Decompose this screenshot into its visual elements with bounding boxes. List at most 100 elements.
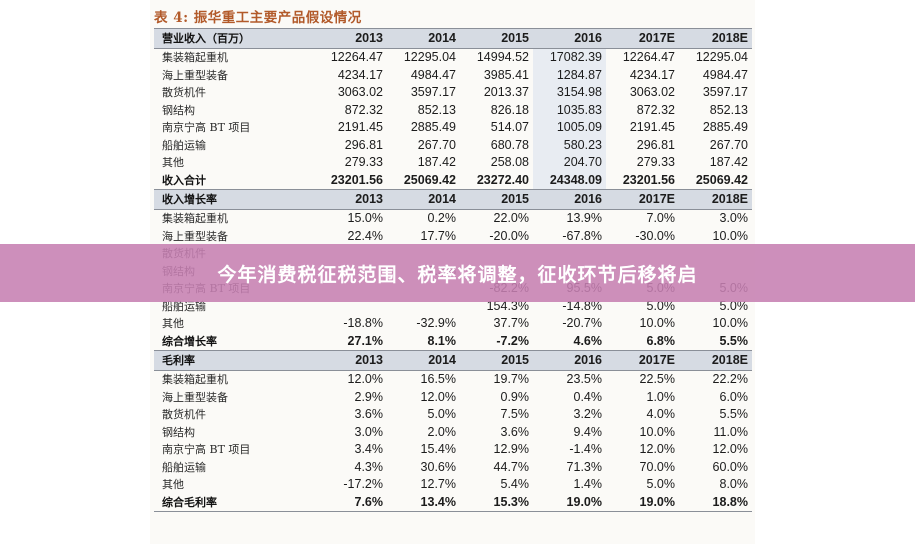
value-cell: 5.0% <box>646 298 676 313</box>
value-cell: 1005.09 <box>533 119 606 137</box>
total-label: 综合增长率 <box>154 332 314 351</box>
table-row: 集装箱起重机 12.0% 16.5% 19.7% 23.5% 22.5% 22.2% <box>154 371 752 389</box>
row-label: 船舶运输 <box>162 138 206 152</box>
row-label: 其他 <box>162 317 184 330</box>
total-value: 27.1% <box>314 332 387 351</box>
section-title: 毛利率 <box>154 350 314 371</box>
value-cell: 4984.47 <box>410 67 456 82</box>
value-cell: 1.0% <box>646 389 676 404</box>
total-value: 25069.42 <box>679 171 752 190</box>
row-label: 集装箱起重机 <box>162 212 228 225</box>
total-value: 15.3% <box>460 493 533 512</box>
value-cell: 9.4% <box>573 424 603 439</box>
year-header: 2018E <box>679 189 752 210</box>
value-cell: 5.5% <box>719 407 749 421</box>
section-title: 营业收入（百万） <box>154 28 314 49</box>
value-cell: 3985.41 <box>483 67 529 82</box>
value-cell: 12.0% <box>639 442 675 456</box>
value-cell: 154.3% <box>486 298 529 313</box>
year-header: 2013 <box>314 28 387 49</box>
row-label: 集装箱起重机 <box>162 373 228 386</box>
year-header: 2014 <box>387 189 460 210</box>
value-cell: 7.0% <box>646 211 676 225</box>
value-cell: 5.0% <box>719 298 749 313</box>
value-cell: 279.33 <box>344 155 383 169</box>
value-cell: 4234.17 <box>629 67 675 82</box>
value-cell: 2191.45 <box>337 120 383 134</box>
total-value: -7.2% <box>460 332 533 351</box>
value-cell: 1284.87 <box>533 66 606 84</box>
table-body: 营业收入（百万） 2013 2014 2015 2016 2017E 2018E 集装箱起重机… <box>154 28 752 512</box>
value-cell: 2.9% <box>354 389 384 404</box>
value-cell: 258.08 <box>490 155 529 169</box>
value-cell: 872.32 <box>636 102 675 117</box>
total-row: 综合增长率 27.1% 8.1% -7.2% 4.6% 6.8% 5.5% <box>154 332 752 351</box>
total-value: 8.1% <box>387 332 460 351</box>
value-cell: 2191.45 <box>629 120 675 134</box>
row-label: 钢结构 <box>162 103 195 117</box>
total-value: 23201.56 <box>314 171 387 190</box>
value-cell: 279.33 <box>636 155 675 169</box>
value-cell: 4.3% <box>354 459 384 474</box>
table-row: 散货机件 3063.02 3597.17 2013.37 3154.98 3063.02 3… <box>154 84 752 102</box>
value-cell: 3.6% <box>354 407 384 421</box>
total-value: 24348.09 <box>533 171 606 190</box>
value-cell: 204.70 <box>533 154 606 172</box>
year-header: 2015 <box>460 350 533 371</box>
value-cell: 5.0% <box>646 477 676 491</box>
value-cell: 60.0% <box>712 459 748 474</box>
value-cell: 17.7% <box>420 228 456 243</box>
table-row: 南京宁高 BT 项目 2191.45 2885.49 514.07 1005.09 219… <box>154 119 752 137</box>
total-value: 5.5% <box>679 332 752 351</box>
value-cell: 12264.47 <box>330 50 383 64</box>
row-label: 船舶运输 <box>162 299 206 313</box>
table-row: 钢结构 872.32 852.13 826.18 1035.83 872.32 852.13 <box>154 101 752 119</box>
assumptions-table: 营业收入（百万） 2013 2014 2015 2016 2017E 2018E 集装箱起重机… <box>154 28 752 512</box>
table-row: 其他 279.33 187.42 258.08 204.70 279.33 187.42 <box>154 154 752 172</box>
value-cell: -20.7% <box>562 316 602 330</box>
row-label: 船舶运输 <box>162 460 206 474</box>
value-cell: 16.5% <box>420 372 456 386</box>
value-cell: 3063.02 <box>337 85 383 99</box>
value-cell: 0.2% <box>427 211 457 225</box>
value-cell: 2885.49 <box>702 120 748 134</box>
section-header-row: 毛利率 2013 2014 2015 2016 2017E 2018E <box>154 350 752 371</box>
value-cell: 267.70 <box>709 137 748 152</box>
headline-banner[interactable]: 今年消费税征税范围、税率将调整，征收环节后移将启 <box>0 244 915 302</box>
row-label: 海上重型装备 <box>162 68 228 82</box>
value-cell: 3.0% <box>719 211 749 225</box>
table-row: 船舶运输 4.3% 30.6% 44.7% 71.3% 70.0% 60.0% <box>154 459 752 477</box>
year-header: 2013 <box>314 189 387 210</box>
table-row: 海上重型装备 2.9% 12.0% 0.9% 0.4% 1.0% 6.0% <box>154 389 752 407</box>
year-header: 2016 <box>533 189 606 210</box>
value-cell: 2885.49 <box>410 120 456 134</box>
row-label: 散货机件 <box>162 408 206 421</box>
value-cell: 71.3% <box>566 459 602 474</box>
table-row: 其他 -18.8% -32.9% 37.7% -20.7% 10.0% 10.0% <box>154 315 752 333</box>
value-cell: 10.0% <box>712 316 748 330</box>
value-cell: 12295.04 <box>403 50 456 64</box>
year-header: 2015 <box>460 189 533 210</box>
value-cell: 12.7% <box>420 477 456 491</box>
year-header: 2014 <box>387 350 460 371</box>
value-cell: 3.6% <box>500 424 530 439</box>
value-cell: 0.9% <box>500 389 530 404</box>
total-label: 综合毛利率 <box>154 493 314 512</box>
value-cell: 12264.47 <box>622 50 675 64</box>
value-cell: 19.7% <box>493 372 529 386</box>
year-header: 2017E <box>606 350 679 371</box>
table-row: 海上重型装备 4234.17 4984.47 3985.41 1284.87 4234.1… <box>154 66 752 84</box>
value-cell: 5.4% <box>500 477 530 491</box>
value-cell: 3597.17 <box>410 85 456 99</box>
table-row: 海上重型装备 22.4% 17.7% -20.0% -67.8% -30.0% 10.0% <box>154 228 752 246</box>
value-cell: 580.23 <box>533 136 606 154</box>
value-cell: 1035.83 <box>533 101 606 119</box>
value-cell: 187.42 <box>709 155 748 169</box>
table-row: 船舶运输 296.81 267.70 680.78 580.23 296.81 267.70 <box>154 136 752 154</box>
table-row: 其他 -17.2% 12.7% 5.4% 1.4% 5.0% 8.0% <box>154 476 752 494</box>
year-header: 2016 <box>533 350 606 371</box>
value-cell: 4234.17 <box>337 67 383 82</box>
value-cell: 2013.37 <box>483 85 529 99</box>
value-cell: 15.0% <box>347 211 383 225</box>
row-label: 南京宁高 BT 项目 <box>162 443 251 456</box>
